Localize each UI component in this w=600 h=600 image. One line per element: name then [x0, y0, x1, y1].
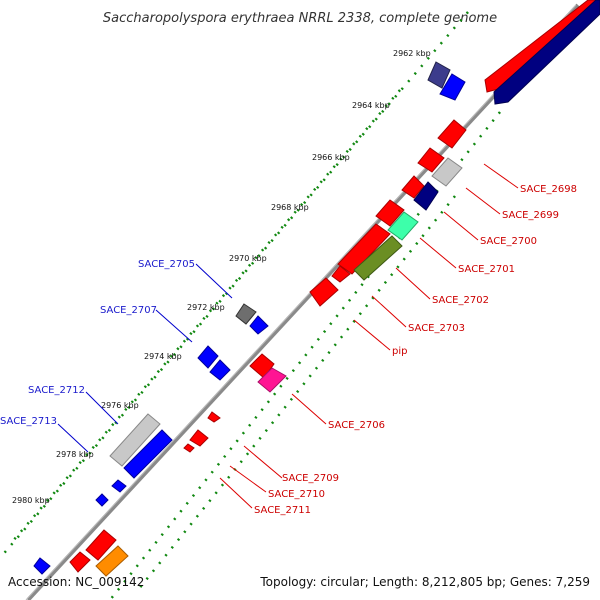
gene-feature-red-4[interactable]: [375, 199, 405, 227]
gene-feature-grey-1[interactable]: [431, 157, 463, 187]
gene-feature-red-6[interactable]: [309, 277, 339, 307]
leader-line-sace-2699: [465, 187, 501, 215]
genome-backbone: [26, 3, 580, 600]
gene-feature-blue-small-1[interactable]: [111, 479, 127, 493]
leader-line-sace-2703: [371, 295, 407, 328]
leader-line-sace-2706: [291, 393, 327, 425]
gene-label-sace-2711[interactable]: SACE_2711: [254, 505, 311, 516]
scale-label-2968: 2968 kbp: [271, 203, 309, 212]
gene-label-sace-2701[interactable]: SACE_2701: [458, 264, 515, 275]
gene-label-sace-2700[interactable]: SACE_2700: [480, 236, 537, 247]
gene-feature-red-2709[interactable]: [207, 411, 221, 423]
leader-line-sace-2713: [57, 423, 89, 453]
gene-feature-red-2710[interactable]: [189, 429, 209, 447]
gene-label-sace-2710[interactable]: SACE_2710: [268, 489, 325, 500]
scale-label-2976: 2976 kbp: [101, 401, 139, 410]
scale-label-2964: 2964 kbp: [352, 101, 390, 110]
gene-label-sace-2699[interactable]: SACE_2699: [502, 210, 559, 221]
gene-feature-blue-2713[interactable]: [123, 429, 173, 479]
gene-label-sace-2703[interactable]: SACE_2703: [408, 323, 465, 334]
gene-label-pip[interactable]: pip: [392, 346, 407, 357]
gene-feature-navy-small[interactable]: [413, 181, 439, 211]
gene-label-sace-2707[interactable]: SACE_2707: [100, 305, 157, 316]
gene-feature-blue-bottom[interactable]: [33, 557, 51, 575]
scale-label-2970: 2970 kbp: [229, 254, 267, 263]
gene-label-sace-2709[interactable]: SACE_2709: [282, 473, 339, 484]
leader-line-sace-2712: [85, 391, 119, 425]
leader-line-sace-2707: [155, 309, 193, 343]
gene-feature-red-bottom-2[interactable]: [69, 551, 91, 573]
leader-line-sace-2700: [443, 211, 479, 241]
leader-line-sace-2705: [195, 263, 233, 299]
gene-feature-magenta[interactable]: [257, 367, 287, 393]
genome-backbone-highlight: [25, 4, 577, 600]
gene-feature-red-bottom-1[interactable]: [85, 529, 117, 561]
map-title: Saccharopolyspora erythraea NRRL 2338, c…: [103, 11, 497, 26]
leader-line-sace-2701: [419, 237, 457, 269]
gene-feature-blue-2707a[interactable]: [197, 345, 219, 369]
gene-feature-large-navy[interactable]: [493, 0, 600, 105]
scale-tick-track-right-b: [137, 195, 456, 591]
scale-label-2974: 2974 kbp: [144, 352, 182, 361]
gene-feature-grey-2712[interactable]: [109, 413, 161, 467]
gene-feature-red-2[interactable]: [417, 147, 445, 173]
leader-line-sace-2709: [243, 445, 283, 479]
scale-label-2972: 2972 kbp: [187, 303, 225, 312]
scale-label-2962: 2962 kbp: [393, 49, 431, 58]
leader-line-pip: [353, 319, 391, 351]
scale-tick-track-right-a: [109, 111, 501, 600]
gene-feature-slate[interactable]: [427, 61, 451, 89]
gene-feature-blue-2705[interactable]: [249, 315, 269, 335]
gene-feature-red-5[interactable]: [331, 265, 351, 283]
gene-label-sace-2713[interactable]: SACE_2713: [0, 416, 57, 427]
gene-feature-red-2711[interactable]: [183, 443, 195, 453]
gene-feature-red-long[interactable]: [337, 223, 391, 275]
gene-feature-red-3[interactable]: [401, 175, 425, 199]
leader-line-sace-2711: [219, 477, 253, 509]
accession-text: Accession: NC_009142: [8, 575, 144, 589]
scale-tick-track-outer: [0, 11, 469, 559]
gene-feature-blue-top[interactable]: [439, 73, 466, 101]
gene-feature-blue-small-2[interactable]: [95, 493, 109, 507]
gene-feature-olive[interactable]: [353, 235, 403, 281]
gene-label-sace-2698[interactable]: SACE_2698: [520, 184, 577, 195]
gene-feature-blue-2707b[interactable]: [209, 359, 231, 381]
scale-label-2978: 2978 kbp: [56, 450, 94, 459]
gene-feature-orange[interactable]: [95, 545, 129, 577]
gene-label-sace-2705[interactable]: SACE_2705: [138, 259, 195, 270]
gene-label-sace-2706[interactable]: SACE_2706: [328, 420, 385, 431]
gene-label-sace-2702[interactable]: SACE_2702: [432, 295, 489, 306]
gene-label-sace-2712[interactable]: SACE_2712: [28, 385, 85, 396]
gene-feature-mint[interactable]: [387, 211, 419, 241]
leader-line-sace-2702: [395, 267, 431, 300]
leader-line-sace-2710: [229, 465, 267, 493]
gene-feature-dark-grey[interactable]: [235, 303, 257, 325]
gene-feature-red-1[interactable]: [437, 119, 467, 149]
scale-label-2980: 2980 kbp: [12, 496, 50, 505]
scale-label-2966: 2966 kbp: [312, 153, 350, 162]
topology-text: Topology: circular; Length: 8,212,805 bp…: [259, 575, 590, 589]
leader-line-sace-2698: [483, 163, 519, 189]
